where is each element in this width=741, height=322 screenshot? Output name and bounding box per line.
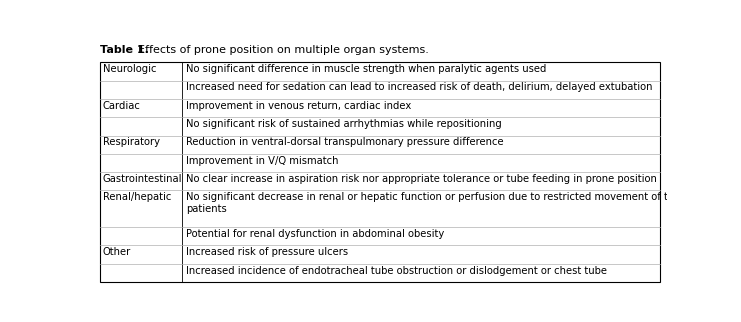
Text: Improvement in V/Q mismatch: Improvement in V/Q mismatch — [186, 156, 339, 166]
Text: Table 1.: Table 1. — [99, 45, 148, 55]
Text: Neurologic: Neurologic — [103, 64, 156, 74]
Text: No significant decrease in renal or hepatic function or perfusion due to restric: No significant decrease in renal or hepa… — [186, 192, 741, 214]
Text: Improvement in venous return, cardiac index: Improvement in venous return, cardiac in… — [186, 100, 411, 110]
Bar — [99, 62, 660, 282]
Text: Potential for renal dysfunction in abdominal obesity: Potential for renal dysfunction in abdom… — [186, 229, 444, 239]
Text: Increased need for sedation can lead to increased risk of death, delirium, delay: Increased need for sedation can lead to … — [186, 82, 652, 92]
Text: Effects of prone position on multiple organ systems.: Effects of prone position on multiple or… — [130, 45, 428, 55]
Text: Increased incidence of endotracheal tube obstruction or dislodgement or chest tu: Increased incidence of endotracheal tube… — [186, 266, 607, 276]
Text: Reduction in ventral-dorsal transpulmonary pressure difference: Reduction in ventral-dorsal transpulmona… — [186, 137, 504, 147]
Text: Respiratory: Respiratory — [103, 137, 160, 147]
Text: Gastrointestinal: Gastrointestinal — [103, 174, 182, 184]
Text: Cardiac: Cardiac — [103, 100, 141, 110]
Text: No significant difference in muscle strength when paralytic agents used: No significant difference in muscle stre… — [186, 64, 546, 74]
Text: Renal/hepatic: Renal/hepatic — [103, 192, 171, 202]
Text: Increased risk of pressure ulcers: Increased risk of pressure ulcers — [186, 247, 348, 257]
Text: No significant risk of sustained arrhythmias while repositioning: No significant risk of sustained arrhyth… — [186, 119, 502, 129]
Text: Other: Other — [103, 247, 131, 257]
Text: No clear increase in aspiration risk nor appropriate tolerance or tube feeding i: No clear increase in aspiration risk nor… — [186, 174, 657, 184]
